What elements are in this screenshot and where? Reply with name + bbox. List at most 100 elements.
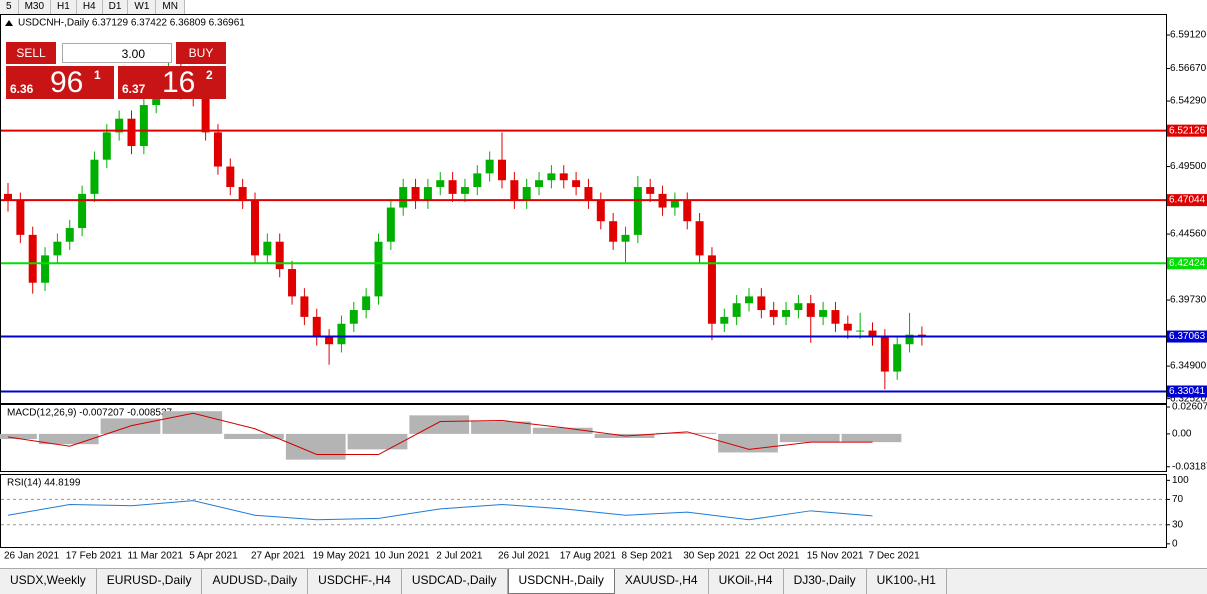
macd-histogram-bar (471, 421, 531, 434)
y-tick-label: 100 (1172, 475, 1189, 486)
chart-tab[interactable]: USDX,Weekly (0, 569, 97, 594)
candle-body (362, 296, 371, 311)
level-label-box (1167, 194, 1207, 207)
y-tick-label: 6.56670 (1170, 63, 1207, 74)
x-tick-label: 7 Dec 2021 (869, 551, 921, 562)
sell-button[interactable]: SELL (6, 42, 56, 64)
ask-price[interactable]: 6.37 16 2 (118, 66, 226, 99)
candle-body (559, 173, 568, 181)
candle-body (201, 98, 210, 133)
macd-histogram-bar (779, 433, 840, 443)
bid-price[interactable]: 6.36 96 1 (6, 66, 114, 99)
candle-body (460, 187, 469, 194)
y-tick-label: 6.34900 (1170, 361, 1207, 372)
candle-body (757, 296, 766, 311)
quantity-input[interactable]: 3.00 (62, 43, 172, 63)
timeframe-button[interactable]: 5 (0, 0, 19, 14)
rsi-panel (0, 474, 1167, 548)
candle-body (300, 296, 309, 317)
y-tick-label: 6.32520 (1170, 393, 1207, 404)
macd-histogram-bar (224, 433, 284, 440)
level-label: 6.42424 (1169, 258, 1206, 269)
candle-body (905, 334, 914, 345)
panel-title: RSI(14) 44.8199 (7, 478, 81, 489)
candle-body (819, 310, 828, 317)
timeframe-button[interactable]: W1 (128, 0, 157, 14)
candle-body (423, 187, 432, 201)
candle-body (485, 159, 494, 174)
candle-body (868, 330, 877, 338)
candle-body (78, 193, 87, 229)
x-tick-label: 27 Apr 2021 (251, 551, 305, 562)
x-tick-label: 11 Mar 2021 (128, 551, 184, 562)
x-tick-label: 19 May 2021 (313, 551, 371, 562)
candle-body (572, 180, 581, 188)
one-click-trading: SELL 3.00 BUY 6.36 96 1 6.37 16 2 (6, 42, 226, 100)
chart-tab[interactable]: USDCHF-,H4 (308, 569, 402, 594)
ask-sup: 2 (206, 68, 213, 82)
chart-tab[interactable]: USDCNH-,Daily (507, 569, 615, 594)
panel-title: USDCNH-,Daily 6.37129 6.37422 6.36809 6.… (18, 18, 245, 29)
candle-body (4, 193, 12, 201)
x-tick-label: 2 Jul 2021 (436, 551, 483, 562)
candle-body (53, 241, 62, 256)
chart-tab[interactable]: EURUSD-,Daily (97, 569, 203, 594)
timeframe-button[interactable]: M30 (18, 0, 52, 14)
y-tick-label: 0.00 (1172, 429, 1192, 440)
candle-body (769, 310, 778, 317)
timeframe-button[interactable]: H4 (76, 0, 103, 14)
candle-body (386, 207, 395, 242)
x-tick-label: 17 Aug 2021 (560, 551, 617, 562)
chart-tab[interactable]: DJ30-,Daily (784, 569, 867, 594)
macd-histogram-bar (38, 433, 99, 445)
level-label: 6.37063 (1169, 331, 1206, 342)
candle-body (213, 132, 222, 167)
candle-body (288, 269, 297, 297)
chart-tab[interactable]: USDCAD-,Daily (402, 569, 508, 594)
candle-body (535, 180, 544, 188)
timeframe-button[interactable]: D1 (102, 0, 129, 14)
x-tick-label: 17 Feb 2021 (66, 551, 123, 562)
macd-histogram-bar (347, 433, 408, 450)
chart-tab[interactable]: UKOil-,H4 (709, 569, 784, 594)
main-panel (0, 14, 1167, 404)
timeframe-button[interactable]: MN (156, 0, 185, 14)
macd-signal-line (7, 412, 873, 456)
candle-body (695, 221, 704, 256)
timeframe-button[interactable]: H1 (51, 0, 77, 14)
chart-tab[interactable]: UK100-,H1 (867, 569, 947, 594)
candle-body (782, 310, 791, 317)
candle-body (806, 303, 815, 317)
chart-tab[interactable]: XAUUSD-,H4 (615, 569, 709, 594)
y-tick-label: 0.02607 (1172, 402, 1207, 413)
x-tick-label: 30 Sep 2021 (683, 551, 740, 562)
chart-tab[interactable]: AUDUSD-,Daily (202, 569, 309, 594)
candle-body (448, 180, 457, 194)
level-label: 6.52126 (1169, 125, 1206, 136)
bid-pips: 96 (50, 66, 84, 99)
candle-body (325, 337, 334, 345)
x-tick-label: 26 Jul 2021 (498, 551, 550, 562)
candle-body (28, 234, 37, 283)
candle-body (41, 255, 50, 283)
macd-histogram-bar (285, 433, 346, 460)
candle-body (880, 337, 889, 372)
bid-big: 6.36 (10, 82, 34, 96)
macd-histogram-bar (532, 427, 593, 434)
candle-body (16, 200, 25, 235)
macd-histogram-bar (162, 411, 223, 434)
y-tick-label: 30 (1172, 519, 1184, 530)
candle-body (90, 159, 99, 194)
candle-body (510, 180, 519, 201)
x-tick-label: 5 Apr 2021 (189, 551, 238, 562)
y-tick-label: 6.59120 (1170, 30, 1207, 41)
x-tick-label: 15 Nov 2021 (807, 551, 864, 562)
level-label-box (1167, 330, 1207, 343)
candle-body (399, 187, 408, 208)
candle-body (65, 228, 74, 242)
candle-body (720, 316, 729, 324)
x-tick-label: 22 Oct 2021 (745, 551, 800, 562)
candle-body (337, 323, 346, 345)
buy-button[interactable]: BUY (176, 42, 226, 64)
